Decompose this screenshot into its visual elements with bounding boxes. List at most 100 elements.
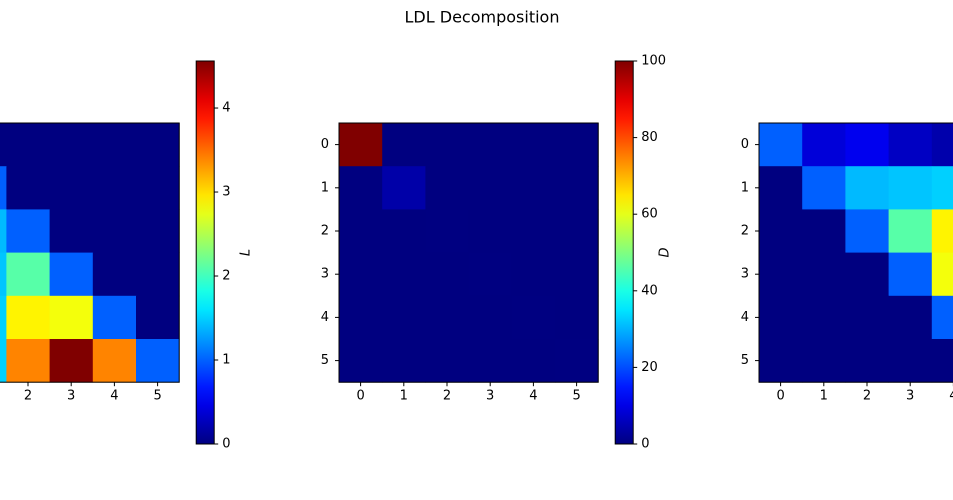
heatmap-cell <box>49 123 94 167</box>
heatmap-cell <box>802 123 846 167</box>
heatmap-cell <box>136 166 180 210</box>
heatmap-cell <box>511 252 556 297</box>
heatmap-cell <box>425 166 469 210</box>
heatmap-cell <box>888 252 933 297</box>
heatmap-cell <box>49 166 94 210</box>
heatmap-cell <box>468 339 513 383</box>
heatmap-cell <box>555 339 599 383</box>
heatmap-cell <box>888 295 933 340</box>
x-tick-label: 1 <box>820 389 828 404</box>
x-tick-label: 1 <box>400 389 408 404</box>
heatmap-cell <box>759 295 803 340</box>
heatmap-cell <box>92 209 137 253</box>
heatmap-cell <box>425 252 469 297</box>
heatmap-cell <box>136 209 180 253</box>
heatmap-cell <box>136 252 180 297</box>
y-tick-label: 2 <box>321 224 329 239</box>
heatmap-cell <box>339 209 383 253</box>
y-tick-label: 1 <box>741 180 749 195</box>
heatmap-cell <box>92 166 137 210</box>
colorbar-tick-label: 20 <box>641 360 658 375</box>
x-tick-label: 4 <box>529 389 537 404</box>
heatmap-cell <box>339 295 383 340</box>
heatmap-cell <box>759 166 803 210</box>
heatmap-cell <box>555 166 599 210</box>
heatmap-cell <box>759 339 803 383</box>
colorbar-tick-label: 2 <box>222 269 230 284</box>
heatmap-cell <box>339 166 383 210</box>
x-tick-label: 2 <box>863 389 871 404</box>
colorbar-label: D <box>658 247 673 257</box>
heatmap-cell <box>555 252 599 297</box>
y-tick-label: 5 <box>321 353 329 368</box>
heatmap-cell <box>845 339 889 383</box>
heatmap-cell <box>931 166 953 210</box>
heatmap-cell <box>425 123 469 167</box>
colorbar-label: L <box>239 249 254 256</box>
colorbar-tick-label: 60 <box>641 207 658 222</box>
colorbar-tick-label: 3 <box>222 185 230 200</box>
heatmap-cell <box>92 123 137 167</box>
y-tick-label: 2 <box>741 224 749 239</box>
heatmap-cell <box>845 209 889 253</box>
heatmap-cell <box>931 252 953 297</box>
heatmap-cell <box>468 295 513 340</box>
heatmap-cell <box>92 339 137 383</box>
heatmap-cell <box>339 252 383 297</box>
heatmap-cell <box>382 166 426 210</box>
heatmap-cell <box>511 295 556 340</box>
heatmap-cell <box>92 252 137 297</box>
heatmap-cell <box>49 339 94 383</box>
heatmap-cell <box>0 339 7 383</box>
heatmap-cell <box>845 123 889 167</box>
heatmap-cell <box>931 339 953 383</box>
heatmap-cell <box>802 209 846 253</box>
heatmap-cell <box>759 123 803 167</box>
heatmap-cell <box>802 252 846 297</box>
heatmap-cell <box>931 209 953 253</box>
x-tick-label: 3 <box>67 389 75 404</box>
heatmap-cell <box>49 209 94 253</box>
axes-frame <box>0 122 180 383</box>
heatmap-cell <box>49 252 94 297</box>
colorbar-tick-label: 100 <box>641 54 666 69</box>
y-tick-label: 4 <box>741 310 749 325</box>
colorbar <box>614 60 634 445</box>
colorbar-tick-label: 4 <box>222 101 230 116</box>
heatmap-cell <box>759 209 803 253</box>
y-tick-label: 3 <box>741 267 749 282</box>
heatmap-cell <box>6 252 50 297</box>
heatmap-cell <box>425 295 469 340</box>
heatmap-cell <box>425 209 469 253</box>
colorbar-tick-label: 0 <box>222 437 230 452</box>
heatmap-cell <box>136 123 180 167</box>
x-tick-label: 0 <box>356 389 364 404</box>
y-tick-label: 4 <box>321 310 329 325</box>
heatmap-cell <box>888 209 933 253</box>
heatmap-cell <box>845 252 889 297</box>
colorbar-tick-label: 80 <box>641 130 658 145</box>
heatmap-cell <box>136 339 180 383</box>
heatmap-cell <box>425 339 469 383</box>
heatmap-cell <box>888 339 933 383</box>
heatmap-cell <box>6 295 50 340</box>
heatmap-cell <box>468 166 513 210</box>
x-tick-label: 5 <box>153 389 161 404</box>
y-tick-label: 1 <box>321 180 329 195</box>
colorbar-tick-label: 40 <box>641 283 658 298</box>
heatmap-cell <box>888 166 933 210</box>
heatmap-cell <box>339 123 383 167</box>
heatmap-cell <box>136 295 180 340</box>
heatmap-cell <box>0 166 7 210</box>
heatmap-cell <box>555 123 599 167</box>
y-tick-label: 0 <box>741 137 749 152</box>
heatmap-cell <box>468 252 513 297</box>
heatmap-cell <box>931 295 953 340</box>
heatmap-cell <box>382 295 426 340</box>
heatmap-cell <box>511 123 556 167</box>
heatmap-cell <box>511 339 556 383</box>
y-tick-label: 3 <box>321 267 329 282</box>
heatmap-cell <box>0 123 7 167</box>
heatmap-cell <box>845 295 889 340</box>
